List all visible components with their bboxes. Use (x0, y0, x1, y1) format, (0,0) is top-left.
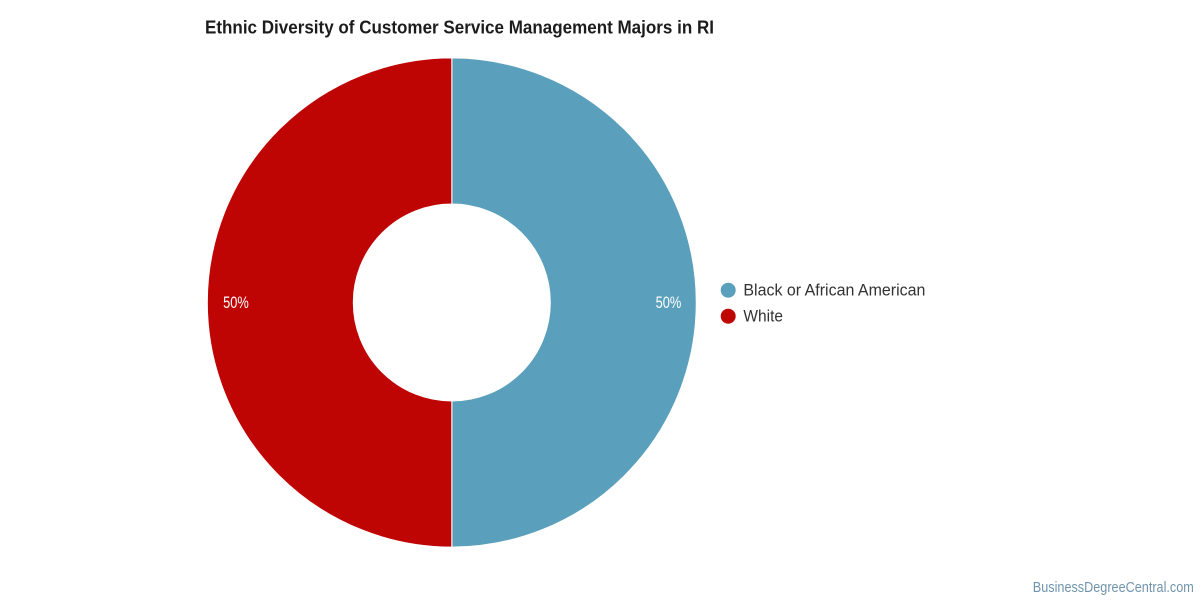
svg-text:BusinessDegreeCentral.com: BusinessDegreeCentral.com (1033, 580, 1194, 596)
svg-text:50%: 50% (656, 294, 682, 312)
svg-text:White: White (743, 308, 783, 326)
svg-text:Black or African American: Black or African American (743, 282, 925, 300)
svg-text:50%: 50% (223, 294, 249, 312)
svg-text:Ethnic Diversity of Customer S: Ethnic Diversity of Customer Service Man… (205, 18, 714, 38)
